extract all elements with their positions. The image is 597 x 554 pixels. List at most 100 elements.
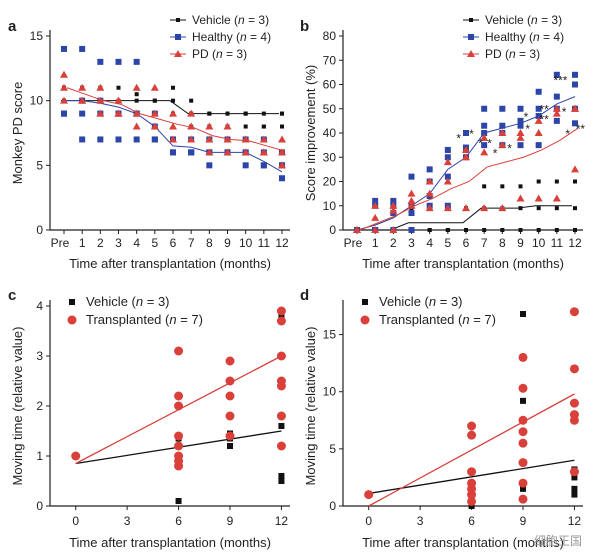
data-point	[133, 136, 140, 143]
legend-n-symbol: n	[136, 294, 143, 309]
data-point	[534, 116, 543, 124]
y-tick-label: 10	[30, 94, 44, 108]
data-point	[150, 122, 159, 130]
significance-mark: **	[539, 103, 549, 117]
data-point	[279, 175, 285, 182]
x-tick-label: 2	[390, 236, 397, 250]
y-axis-label: Moving time (relative value)	[10, 327, 25, 486]
x-tick-label: 12	[275, 514, 289, 528]
data-point	[259, 135, 268, 143]
data-point	[371, 201, 380, 209]
x-tick-label: 11	[258, 236, 271, 250]
legend-close: )	[165, 294, 169, 309]
data-point	[187, 122, 196, 130]
data-point	[518, 184, 523, 189]
data-point	[520, 485, 526, 492]
x-tick-label: 5	[151, 236, 158, 250]
data-point	[280, 124, 284, 129]
data-point	[132, 109, 141, 117]
data-point	[353, 226, 361, 233]
y-tick-label: 20	[323, 175, 337, 189]
x-tick-label: 9	[224, 236, 231, 250]
data-point	[482, 228, 487, 232]
y-tick-label: 40	[323, 126, 337, 140]
y-tick-label: 0	[329, 223, 336, 237]
data-point	[96, 96, 105, 104]
legend-close: )	[458, 294, 462, 309]
y-tick-label: 30	[323, 150, 337, 164]
data-point	[280, 111, 284, 116]
data-point	[464, 228, 468, 232]
data-point	[571, 104, 579, 112]
x-tick-label: Pre	[344, 236, 363, 250]
x-tick-label: 3	[417, 514, 424, 528]
data-point	[170, 149, 176, 156]
data-point	[480, 204, 489, 212]
y-tick-label: 60	[323, 78, 337, 92]
data-point	[169, 122, 177, 130]
data-point	[536, 228, 541, 232]
legend-n-value: 7	[484, 312, 491, 327]
data-point	[371, 213, 380, 221]
legend-swatch	[176, 18, 180, 22]
data-point	[463, 130, 469, 136]
data-point	[498, 141, 507, 149]
data-point	[518, 383, 528, 393]
legend-open: (	[421, 294, 430, 309]
data-point	[553, 71, 560, 78]
data-point	[261, 111, 266, 116]
significance-mark: *	[478, 137, 483, 151]
data-point	[518, 458, 528, 468]
data-point	[97, 58, 104, 65]
legend-name: Transplanted	[86, 312, 161, 327]
data-point	[79, 136, 86, 143]
data-point	[276, 351, 286, 361]
data-point	[499, 122, 506, 129]
legend-close: )	[265, 13, 269, 27]
legend-n-value: 3	[158, 294, 165, 309]
legend-swatch	[362, 299, 368, 305]
data-point	[554, 179, 559, 184]
legend-open: (	[209, 47, 216, 61]
data-point	[225, 111, 230, 116]
data-point	[96, 83, 105, 91]
data-point	[499, 105, 506, 112]
legend-n-value: 4	[260, 30, 267, 44]
x-axis-label: Time after transplantation (months)	[362, 256, 564, 271]
data-point	[572, 71, 578, 78]
legend-name: PD	[192, 47, 209, 61]
legend-n-symbol: n	[509, 47, 516, 61]
legend-label: Vehicle (n = 3)	[485, 13, 562, 27]
legend-open: (	[233, 30, 240, 44]
legend-eq: =	[470, 312, 485, 327]
data-point	[518, 352, 528, 362]
x-tick-label: 6	[463, 236, 470, 250]
data-point	[569, 307, 579, 317]
legend-open: (	[526, 30, 533, 44]
significance-mark: *	[493, 146, 498, 160]
legend-label: Vehicle (n = 3)	[379, 294, 463, 309]
legend-eq: =	[245, 13, 259, 27]
data-point	[278, 423, 285, 429]
data-point	[569, 467, 579, 477]
data-point	[114, 109, 123, 117]
data-point	[552, 104, 561, 112]
panel-letter: c	[8, 287, 16, 304]
y-axis-label: Score improvement (%)	[303, 65, 318, 202]
data-point	[223, 148, 232, 156]
y-tick-label: 80	[323, 29, 337, 43]
data-point	[225, 411, 235, 421]
data-point	[243, 111, 248, 116]
x-tick-label: 5	[444, 236, 451, 250]
y-axis-label: Moving time (relative value)	[303, 327, 318, 486]
data-point	[535, 88, 542, 95]
data-point	[407, 201, 416, 209]
data-point	[534, 129, 543, 136]
data-point	[175, 498, 182, 504]
data-point	[276, 306, 286, 316]
legend-label: Transplanted (n = 7)	[379, 312, 496, 327]
data-point	[150, 83, 159, 91]
legend-close: )	[558, 13, 562, 27]
data-point	[78, 83, 87, 91]
